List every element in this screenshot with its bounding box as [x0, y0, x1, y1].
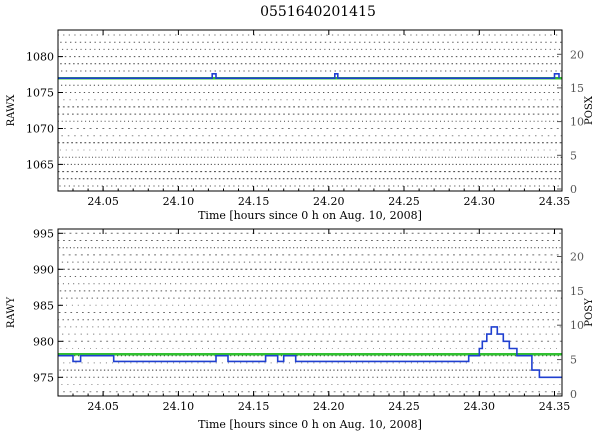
- y-tick-label: 1080: [26, 51, 54, 64]
- x-tick-label: 24.05: [87, 195, 119, 208]
- y-right-tick-label: 0: [570, 388, 577, 401]
- y-right-tick-label: 5: [570, 354, 577, 367]
- y-tick-label: 985: [33, 299, 54, 312]
- chart-panel-2: 24.05 24.10 24.15 24.20 24.25 24.30 24.35 975 98…: [6, 227, 595, 431]
- y-right-tick-label: 10: [570, 319, 584, 332]
- x-tick-label: 24.35: [539, 400, 571, 413]
- y-tick-label: 990: [33, 263, 54, 276]
- x-tick-label: 24.25: [388, 195, 420, 208]
- x-tick-label: 24.10: [163, 195, 195, 208]
- x-axis-label: Time [hours since 0 h on Aug. 10, 2008]: [198, 418, 422, 431]
- x-tick-label: 24.05: [87, 400, 119, 413]
- y-tick-label: 980: [33, 335, 54, 348]
- x-tick-label: 24.20: [313, 400, 345, 413]
- x-tick-label: 24.20: [313, 195, 345, 208]
- y-tick-label: 975: [33, 371, 54, 384]
- x-tick-label: 24.10: [163, 400, 195, 413]
- y-axis-label: RAWX: [6, 94, 17, 127]
- y-right-axis-label: POSX: [584, 95, 595, 125]
- y-tick-label: 1075: [26, 87, 54, 100]
- y-tick-label: 1065: [26, 158, 54, 171]
- y-right-tick-label: 20: [570, 251, 584, 264]
- y-right-tick-label: 20: [570, 48, 584, 61]
- y-tick-label: 1070: [26, 123, 54, 136]
- x-tick-label: 24.35: [539, 195, 571, 208]
- x-tick-label: 24.15: [238, 195, 270, 208]
- y-right-tick-label: 0: [570, 183, 577, 196]
- y-right-tick-label: 10: [570, 116, 584, 129]
- x-tick-label: 24.15: [238, 400, 270, 413]
- y-right-tick-label: 15: [570, 82, 584, 95]
- x-tick-label: 24.25: [388, 400, 420, 413]
- x-tick-label: 24.30: [464, 195, 496, 208]
- plot-frame: [57, 29, 563, 192]
- y-right-tick-label: 5: [570, 149, 577, 162]
- y-tick-label: 995: [33, 227, 54, 240]
- series-raw-track: [58, 73, 560, 79]
- x-axis-label: Time [hours since 0 h on Aug. 10, 2008]: [198, 209, 422, 222]
- y-right-axis-label: POSY: [584, 298, 595, 327]
- series-raw-track: [58, 326, 562, 379]
- chart-panel-1: 24.05 24.10 24.15 24.20 24.25 24.30 24.35 1065 1…: [6, 29, 595, 222]
- plot-frame: [57, 228, 563, 397]
- y-right-tick-label: 15: [570, 285, 584, 298]
- x-tick-label: 24.30: [464, 400, 496, 413]
- y-axis-label: RAWY: [6, 296, 17, 328]
- chart-title: 0551640201415: [260, 4, 376, 20]
